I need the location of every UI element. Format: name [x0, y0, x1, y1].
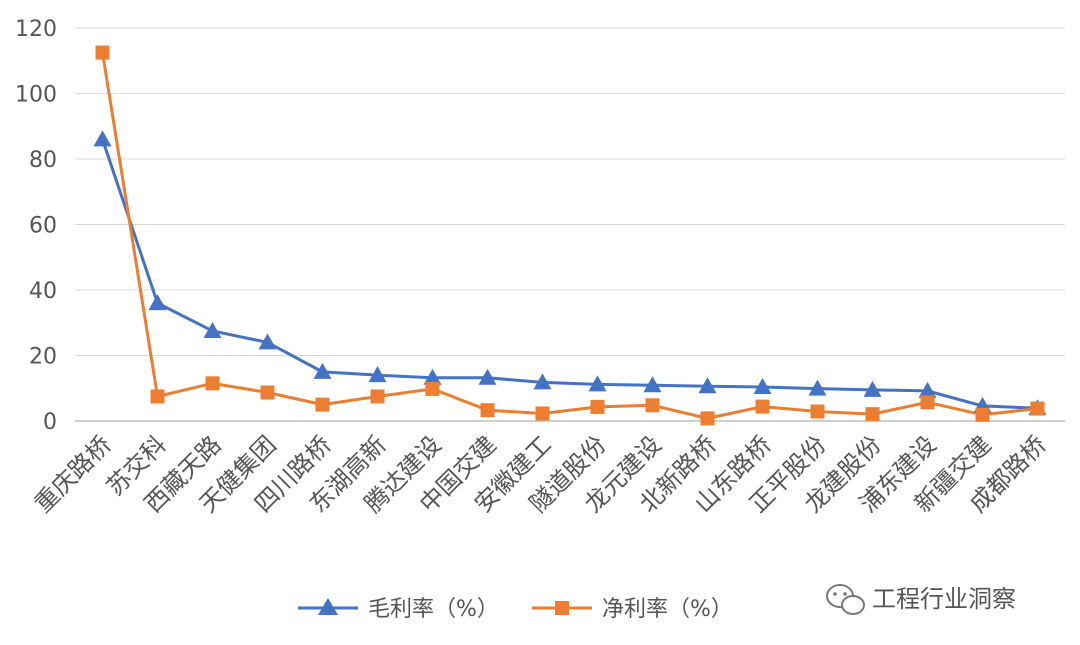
data-point-net-margin — [700, 411, 715, 426]
data-point-gross-margin — [148, 294, 167, 311]
data-point-net-margin — [810, 404, 825, 419]
y-tick-label: 100 — [15, 83, 57, 108]
data-point-gross-margin — [588, 375, 607, 392]
data-point-gross-margin — [753, 377, 772, 394]
legend-item-gross-margin: 毛利率（%） — [298, 597, 499, 622]
data-point-gross-margin — [478, 368, 497, 385]
data-point-net-margin — [865, 407, 880, 422]
y-axis-ticks: 0 20 40 60 80 100 120 — [15, 17, 57, 435]
data-point-net-margin — [975, 407, 990, 422]
y-tick-label: 120 — [15, 17, 57, 42]
data-point-net-margin — [535, 406, 550, 421]
data-point-gross-margin — [313, 362, 332, 379]
data-point-net-margin — [95, 45, 110, 60]
series-group — [93, 45, 1047, 426]
y-tick-label: 40 — [29, 279, 57, 304]
data-point-gross-margin — [808, 379, 827, 396]
data-point-gross-margin — [533, 373, 552, 390]
legend-square-marker — [555, 601, 569, 615]
y-tick-label: 20 — [29, 345, 57, 370]
data-point-net-margin — [480, 403, 495, 418]
series-line-gross-margin — [101, 138, 1038, 410]
data-point-gross-margin — [258, 333, 277, 350]
watermark: 工程行业洞察 — [826, 584, 1016, 615]
data-point-net-margin — [315, 397, 330, 412]
legend-item-net-margin: 净利率（%） — [532, 597, 733, 622]
data-point-net-margin — [920, 395, 935, 410]
data-point-gross-margin — [698, 377, 717, 394]
watermark-text: 工程行业洞察 — [872, 585, 1016, 613]
y-tick-label: 80 — [29, 148, 57, 173]
legend-label-gross-margin: 毛利率（%） — [368, 597, 499, 622]
data-point-gross-margin — [863, 380, 882, 397]
x-tick-label: 重庆路桥 — [29, 430, 117, 518]
data-point-gross-margin — [93, 130, 112, 147]
data-point-gross-margin — [423, 368, 442, 385]
data-point-net-margin — [260, 385, 275, 400]
y-tick-label: 0 — [43, 410, 57, 435]
wechat-icon — [826, 584, 865, 615]
data-point-net-margin — [1030, 401, 1045, 416]
legend: 毛利率（%） 净利率（%） — [298, 597, 733, 622]
data-point-gross-margin — [368, 366, 387, 383]
legend-label-net-margin: 净利率（%） — [602, 597, 733, 622]
data-point-net-margin — [425, 381, 440, 396]
data-point-net-margin — [590, 399, 605, 414]
data-point-net-margin — [755, 399, 770, 414]
data-point-net-margin — [370, 389, 385, 404]
data-point-net-margin — [645, 398, 660, 413]
gridlines — [75, 27, 1065, 356]
data-point-net-margin — [205, 376, 220, 391]
series-line-net-margin — [101, 52, 1038, 420]
legend-triangle-marker — [318, 598, 338, 615]
y-tick-label: 60 — [29, 214, 57, 239]
data-point-gross-margin — [203, 321, 222, 338]
data-point-net-margin — [150, 389, 165, 404]
data-point-gross-margin — [643, 376, 662, 393]
data-point-gross-margin — [918, 381, 937, 398]
x-axis-ticks: 重庆路桥苏交科西藏天路天健集团四川路桥东湖高新腾达建设中国交建安徽建工隧道股份龙… — [29, 430, 1052, 518]
